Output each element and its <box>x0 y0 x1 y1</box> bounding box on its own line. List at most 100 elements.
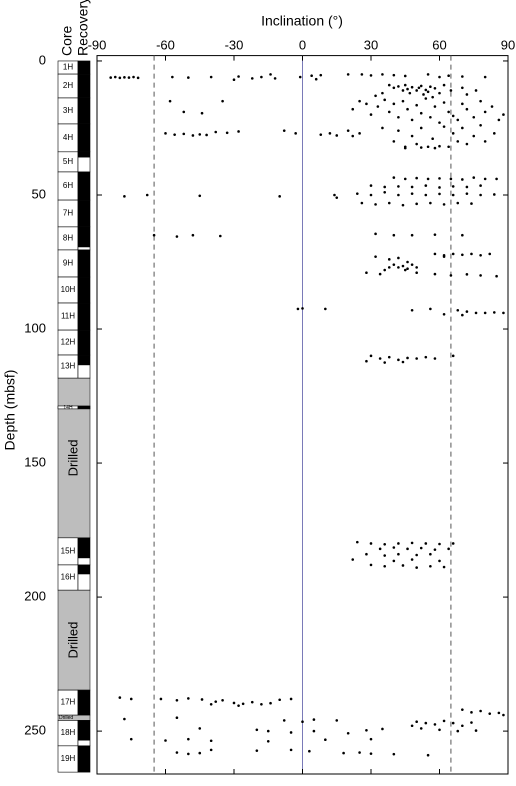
recovery-bar <box>78 74 90 98</box>
data-point <box>438 186 441 189</box>
core-label: 17H <box>61 698 76 707</box>
data-point <box>415 266 418 269</box>
data-point <box>406 547 409 551</box>
recovery-bar <box>78 249 90 278</box>
data-point <box>397 552 400 556</box>
data-point <box>403 268 407 272</box>
data-point <box>225 131 229 135</box>
data-point <box>255 749 259 752</box>
data-point <box>403 83 407 87</box>
data-point <box>488 252 492 256</box>
data-point <box>419 546 423 550</box>
data-point <box>209 748 213 752</box>
data-point <box>378 272 382 276</box>
data-point <box>442 101 446 104</box>
data-point <box>410 263 414 266</box>
data-point <box>175 716 179 720</box>
data-point <box>219 234 222 238</box>
data-point <box>397 85 400 88</box>
data-point <box>168 99 172 103</box>
data-point <box>431 137 434 140</box>
core-label: 8H <box>63 234 73 243</box>
data-point <box>495 274 498 278</box>
data-point <box>369 184 373 187</box>
data-point <box>294 132 297 135</box>
data-point <box>483 110 487 114</box>
data-point <box>255 728 259 732</box>
drilled-label: Drilled <box>59 715 73 721</box>
data-point <box>442 565 446 569</box>
data-point <box>490 105 494 108</box>
data-point <box>465 142 469 146</box>
data-point <box>200 111 204 115</box>
data-point <box>470 721 473 724</box>
data-point <box>424 721 428 725</box>
data-point <box>164 132 167 135</box>
data-point <box>493 193 496 196</box>
data-point <box>483 75 487 79</box>
data-point <box>356 192 359 195</box>
data-point <box>451 542 455 545</box>
data-point <box>214 130 218 134</box>
data-point <box>392 73 396 77</box>
data-point <box>383 361 387 364</box>
data-point <box>301 720 304 724</box>
data-point <box>209 703 213 706</box>
data-point <box>209 739 213 743</box>
core-label: 11H <box>61 312 75 321</box>
data-point <box>415 176 418 180</box>
data-point <box>470 711 473 714</box>
data-point <box>397 115 400 119</box>
data-point <box>365 729 368 732</box>
recovery-bar <box>78 277 90 304</box>
drilled-interval <box>57 377 91 539</box>
data-point <box>342 751 345 755</box>
data-point <box>164 739 167 742</box>
y-tick-label: 0 <box>39 52 46 67</box>
data-point <box>387 83 391 87</box>
data-point <box>406 267 409 271</box>
data-point <box>187 737 190 741</box>
core-label: 19H <box>61 754 76 763</box>
data-point <box>129 737 133 741</box>
data-point <box>419 111 423 115</box>
x-tick-label: 0 <box>299 37 306 52</box>
data-point <box>456 201 460 205</box>
data-point <box>415 142 418 146</box>
data-point <box>410 558 414 561</box>
data-point <box>175 698 179 702</box>
data-point <box>374 232 377 236</box>
data-point <box>289 748 293 752</box>
data-point <box>118 76 122 80</box>
data-point <box>424 542 428 545</box>
data-point <box>365 552 368 556</box>
data-point <box>358 132 361 135</box>
data-point <box>479 254 482 257</box>
data-point <box>278 195 281 198</box>
data-point <box>173 133 176 136</box>
data-point <box>493 132 496 135</box>
data-point <box>387 201 391 205</box>
data-point <box>351 134 355 138</box>
data-point <box>237 704 240 707</box>
data-point <box>123 76 126 79</box>
data-point <box>470 202 473 205</box>
data-point <box>198 727 202 730</box>
data-point <box>483 311 487 315</box>
data-point <box>470 252 473 256</box>
data-point <box>401 360 405 364</box>
data-point <box>392 263 396 266</box>
data-point <box>145 193 149 197</box>
data-point <box>465 93 469 96</box>
data-point <box>417 86 421 90</box>
data-point <box>397 358 400 362</box>
data-point <box>397 256 400 260</box>
y-tick-label: 100 <box>24 320 46 335</box>
data-point <box>483 140 487 143</box>
core-label: 12H <box>61 338 76 347</box>
core-label: 4H <box>63 133 73 142</box>
data-point <box>282 129 286 132</box>
data-point <box>221 99 224 103</box>
data-point <box>438 144 441 148</box>
